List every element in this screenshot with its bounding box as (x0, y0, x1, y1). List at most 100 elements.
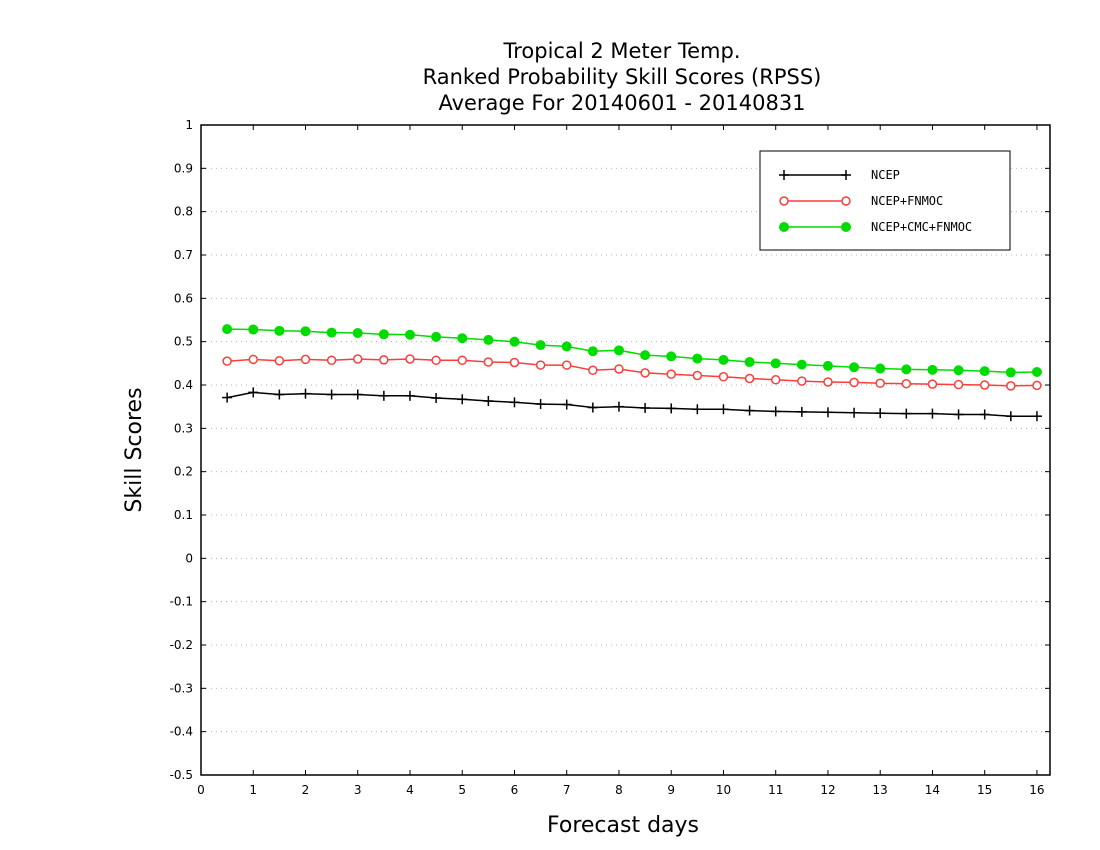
point-ncep-cmc-fnmoc-marker (744, 357, 755, 368)
legend-marker (841, 222, 851, 232)
series-ncep-fnmoc (222, 354, 1042, 391)
x-tick-label: 5 (458, 783, 466, 797)
point-ncep-fnmoc-marker (248, 354, 258, 365)
series-layer (222, 324, 1042, 422)
x-tick-label: 7 (563, 783, 571, 797)
y-tick-label: 0.8 (174, 205, 193, 219)
axis-layer: -0.5 -0.4 -0.3 -0.2 -0.1 0 0.1 0.2 0.3 0.4 0.5 0.6 0… (170, 118, 1051, 797)
chart-date-range: Average For 20140601 - 20140831 (438, 91, 805, 115)
point-ncep-fnmoc-marker (222, 356, 232, 366)
point-ncep-fnmoc-marker (274, 355, 285, 366)
point-ncep-cmc-fnmoc-marker (692, 353, 703, 364)
point-ncep-cmc-fnmoc-marker (300, 326, 311, 337)
point-ncep-fnmoc-marker (1032, 380, 1042, 391)
x-tick-label: 12 (820, 783, 835, 797)
point-ncep-fnmoc-marker (823, 377, 833, 387)
point-ncep-fnmoc-marker (718, 372, 729, 382)
point-ncep-fnmoc-marker (509, 357, 520, 368)
point-ncep-fnmoc-marker (849, 377, 859, 388)
point-ncep-cmc-fnmoc-marker (666, 351, 677, 362)
point-ncep-cmc-fnmoc-marker (248, 324, 259, 335)
point-ncep-cmc-fnmoc-marker (796, 359, 807, 370)
series-ncep (222, 387, 1042, 422)
point-ncep-fnmoc-marker (953, 379, 964, 390)
point-ncep-fnmoc-marker (588, 365, 598, 376)
y-tick-label: -0.5 (170, 768, 193, 782)
y-tick-label: -0.4 (170, 725, 193, 739)
point-ncep-cmc-fnmoc-marker (352, 328, 363, 338)
point-ncep-cmc-fnmoc-marker (718, 354, 729, 365)
point-ncep-fnmoc-marker (692, 370, 703, 381)
series-ncep-cmc-fnmoc (222, 324, 1042, 378)
point-ncep-cmc-fnmoc-marker (274, 325, 285, 336)
x-tick-label: 9 (667, 783, 675, 797)
y-tick-label: 0.9 (174, 161, 193, 175)
point-ncep-cmc-fnmoc-marker (535, 340, 546, 351)
legend-entry-ncep-cmc-fnmoc: NCEP+CMC+FNMOC (779, 220, 972, 234)
x-tick-label: 8 (615, 783, 623, 797)
y-tick-label: 0.4 (174, 378, 193, 392)
point-ncep-fnmoc-marker (535, 360, 546, 370)
point-ncep-cmc-fnmoc-marker (979, 366, 990, 377)
x-tick-label: 2 (302, 783, 310, 797)
point-ncep-cmc-fnmoc-marker (483, 334, 494, 345)
legend-entry-ncep: NCEP (779, 168, 900, 182)
legend-label: NCEP (871, 168, 900, 182)
legend: NCEP NCEP+FNMOC NCEP+CMC+FNMOC (759, 150, 1011, 251)
x-tick-label: 6 (511, 783, 519, 797)
point-ncep-fnmoc-marker (300, 354, 311, 365)
legend-items: NCEP NCEP+FNMOC NCEP+CMC+FNMOC (779, 168, 972, 234)
point-ncep-fnmoc-marker (797, 376, 807, 386)
point-ncep-fnmoc-marker (927, 379, 938, 389)
point-ncep-fnmoc-marker (875, 378, 885, 389)
x-tick-label: 11 (768, 783, 783, 797)
point-ncep-cmc-fnmoc-marker (640, 350, 651, 361)
chart-title: Tropical 2 Meter Temp. (502, 39, 740, 63)
point-ncep-fnmoc-marker (640, 368, 650, 378)
point-ncep-fnmoc-marker (1006, 381, 1016, 391)
x-tick-label: 15 (977, 783, 992, 797)
x-tick-label: 0 (197, 783, 205, 797)
point-ncep-cmc-fnmoc-marker (875, 363, 886, 374)
point-ncep-fnmoc-marker (326, 355, 337, 366)
y-tick-label: 0.6 (174, 291, 193, 305)
x-tick-label: 16 (1029, 783, 1044, 797)
point-ncep-cmc-fnmoc-marker (326, 327, 337, 338)
point-ncep-fnmoc-marker (901, 378, 912, 389)
point-ncep-cmc-fnmoc-marker (431, 331, 442, 342)
x-tick-label: 14 (925, 783, 940, 797)
y-tick-label: 1 (185, 118, 193, 132)
y-tick-label: 0.7 (174, 248, 193, 262)
point-ncep-cmc-fnmoc-marker (457, 333, 468, 344)
point-ncep-fnmoc-marker (483, 357, 494, 367)
point-ncep-fnmoc-marker (979, 380, 990, 390)
y-tick-label: -0.2 (170, 638, 193, 652)
point-ncep-cmc-fnmoc-marker (587, 346, 598, 357)
plot-frame (200, 124, 1051, 776)
point-ncep-cmc-fnmoc-marker (927, 364, 938, 375)
point-ncep-fnmoc-marker (431, 355, 441, 366)
point-ncep-fnmoc-marker (379, 355, 389, 365)
point-ncep-cmc-fnmoc-marker (1031, 367, 1042, 377)
y-tick-label: 0.3 (174, 421, 193, 435)
point-ncep-cmc-fnmoc-marker (822, 360, 833, 371)
legend-marker (841, 196, 851, 206)
point-ncep-fnmoc-marker (405, 354, 415, 364)
chart-subtitle: Ranked Probability Skill Scores (RPSS) (423, 65, 822, 89)
x-tick-label: 3 (354, 783, 362, 797)
point-ncep-cmc-fnmoc-marker (849, 362, 860, 373)
point-ncep-fnmoc-marker (561, 360, 572, 370)
x-tick-label: 13 (873, 783, 888, 797)
point-ncep-cmc-fnmoc-marker (770, 358, 781, 369)
x-axis-title: Forecast days (547, 813, 699, 838)
legend-entry-ncep-fnmoc: NCEP+FNMOC (779, 194, 943, 208)
point-ncep-cmc-fnmoc-marker (613, 345, 624, 356)
point-ncep-cmc-fnmoc-marker (378, 329, 389, 340)
point-ncep-cmc-fnmoc-marker (222, 324, 233, 335)
point-ncep-cmc-fnmoc-marker (1005, 367, 1016, 378)
legend-marker (779, 196, 789, 206)
point-ncep-cmc-fnmoc-marker (901, 364, 912, 375)
